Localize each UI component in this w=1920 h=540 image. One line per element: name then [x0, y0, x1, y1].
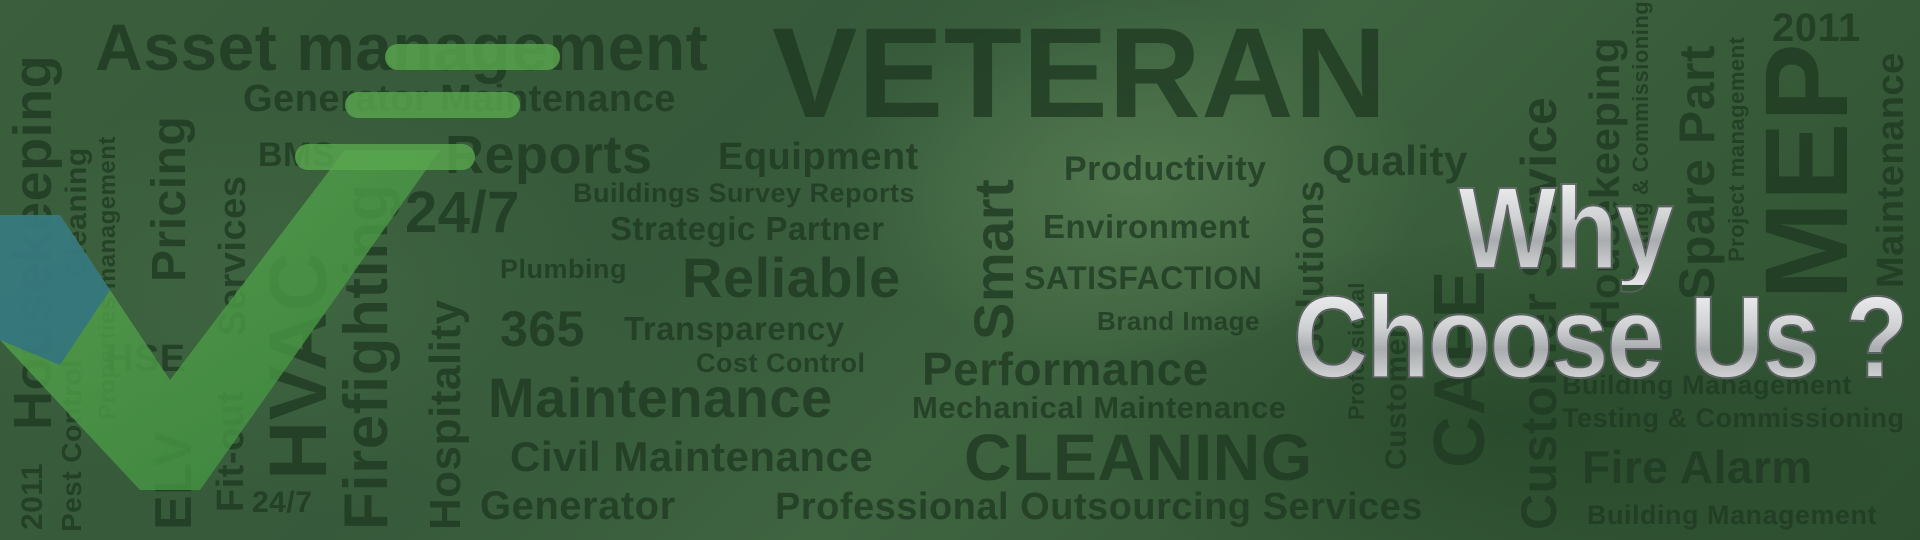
word-equipment: Equipment	[718, 136, 919, 178]
word-satisfaction: SATISFACTION	[1024, 260, 1263, 296]
word-buildings-survey-reports: Buildings Survey Reports	[573, 178, 916, 208]
word-veteran: VETERAN	[772, 2, 1388, 145]
word-performance: Performance	[922, 343, 1209, 395]
word-professional-outsourcing: Professional Outsourcing Services	[775, 486, 1423, 528]
word-quality: Quality	[1322, 137, 1468, 184]
word-building-management: Building Management	[1562, 372, 1852, 399]
word-brand-image: Brand Image	[1097, 306, 1260, 336]
word-testing-commissioning: Testing & Commissioning	[1562, 403, 1905, 433]
headline-line-2: Choose Us ?	[1290, 279, 1910, 397]
logo-check-icon	[0, 44, 560, 490]
word-maintenance: Maintenance	[488, 366, 833, 429]
word-cost-control: Cost Control	[696, 348, 866, 378]
word-reports: Reports	[445, 125, 653, 185]
word-civil-maintenance: Civil Maintenance	[510, 433, 874, 480]
word-24-7: 24/7	[405, 180, 520, 245]
word-plumbing: Plumbing	[500, 254, 627, 284]
word-cleaning: CLEANING	[964, 420, 1313, 494]
word-building-management-bottom: Building Management	[1587, 500, 1878, 530]
word-2011-top: 2011	[1772, 6, 1861, 50]
word-365: 365	[500, 301, 585, 357]
word-reliable: Reliable	[682, 246, 901, 309]
word-24-7-small: 24/7	[252, 486, 313, 519]
headline-line-1: Why	[1220, 170, 1910, 288]
word-productivity: Productivity	[1064, 150, 1267, 188]
word-strategic-partner: Strategic Partner	[610, 210, 885, 247]
word-transparency: Transparency	[624, 310, 845, 347]
word-fire-alarm: Fire Alarm	[1582, 441, 1813, 493]
word-smart: Smart	[962, 178, 1025, 340]
word-mechanical-maintenance: Mechanical Maintenance	[912, 390, 1287, 425]
headline: Why Choose Us ?	[1290, 170, 1910, 397]
word-generator: Generator	[480, 484, 676, 528]
word-environment: Environment	[1043, 208, 1251, 245]
